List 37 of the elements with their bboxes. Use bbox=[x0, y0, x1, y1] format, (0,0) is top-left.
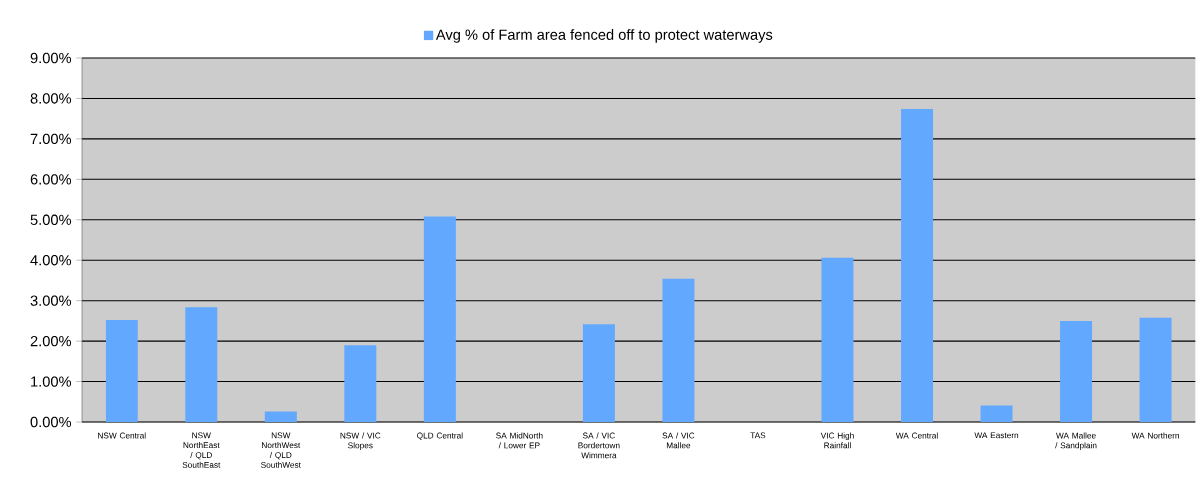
bar bbox=[821, 257, 854, 422]
x-tick-label: WA Eastern bbox=[974, 432, 1019, 439]
x-tick-label: WA Mallee / Sandplain bbox=[1055, 432, 1097, 450]
x-tick-label: NSW / VIC Slopes bbox=[340, 432, 381, 450]
y-tick-label: 1.00% bbox=[31, 376, 72, 387]
bar bbox=[185, 307, 218, 422]
x-tick-label: VIC High Rainfall bbox=[820, 432, 854, 449]
x-tick-label: WA Central bbox=[895, 432, 938, 439]
x-tick-label: TAS bbox=[750, 432, 766, 439]
y-tick-label: 3.00% bbox=[30, 295, 72, 306]
x-tick-label: NSW NorthWest / QLD SouthWest bbox=[261, 432, 301, 468]
x-tick-label: QLD Central bbox=[417, 432, 463, 440]
bar bbox=[1139, 317, 1172, 422]
bar bbox=[1060, 320, 1093, 422]
x-tick-label: NSW NorthEast / QLD SouthEast bbox=[182, 432, 221, 468]
y-tick-label: 0.00% bbox=[30, 416, 72, 428]
y-tick-label: 2.00% bbox=[30, 335, 72, 347]
bar bbox=[105, 320, 138, 422]
y-tick-label: 5.00% bbox=[30, 214, 72, 225]
x-tick-label: SA MidNorth / Lower EP bbox=[496, 432, 543, 449]
x-tick-label: NSW Central bbox=[98, 432, 146, 439]
y-tick-label: 7.00% bbox=[30, 133, 72, 145]
bar bbox=[423, 216, 456, 422]
y-tick-label: 8.00% bbox=[30, 93, 72, 104]
bar bbox=[980, 405, 1013, 422]
bar bbox=[901, 108, 934, 422]
bar bbox=[662, 278, 695, 422]
x-tick-label: SA / VIC Mallee bbox=[662, 432, 695, 449]
bar bbox=[582, 324, 615, 422]
y-tick-label: 9.00% bbox=[30, 52, 72, 64]
x-tick-label: WA Northern bbox=[1131, 432, 1179, 439]
x-tick-label: SA / VIC Bordertown Wimmera bbox=[578, 432, 620, 459]
bar bbox=[264, 411, 297, 422]
y-tick-label: 6.00% bbox=[30, 174, 72, 185]
legend-label: Avg % of Farm area fenced off to protect waterways bbox=[435, 29, 773, 43]
y-tick-label: 4.00% bbox=[30, 255, 72, 266]
bar bbox=[344, 345, 377, 422]
